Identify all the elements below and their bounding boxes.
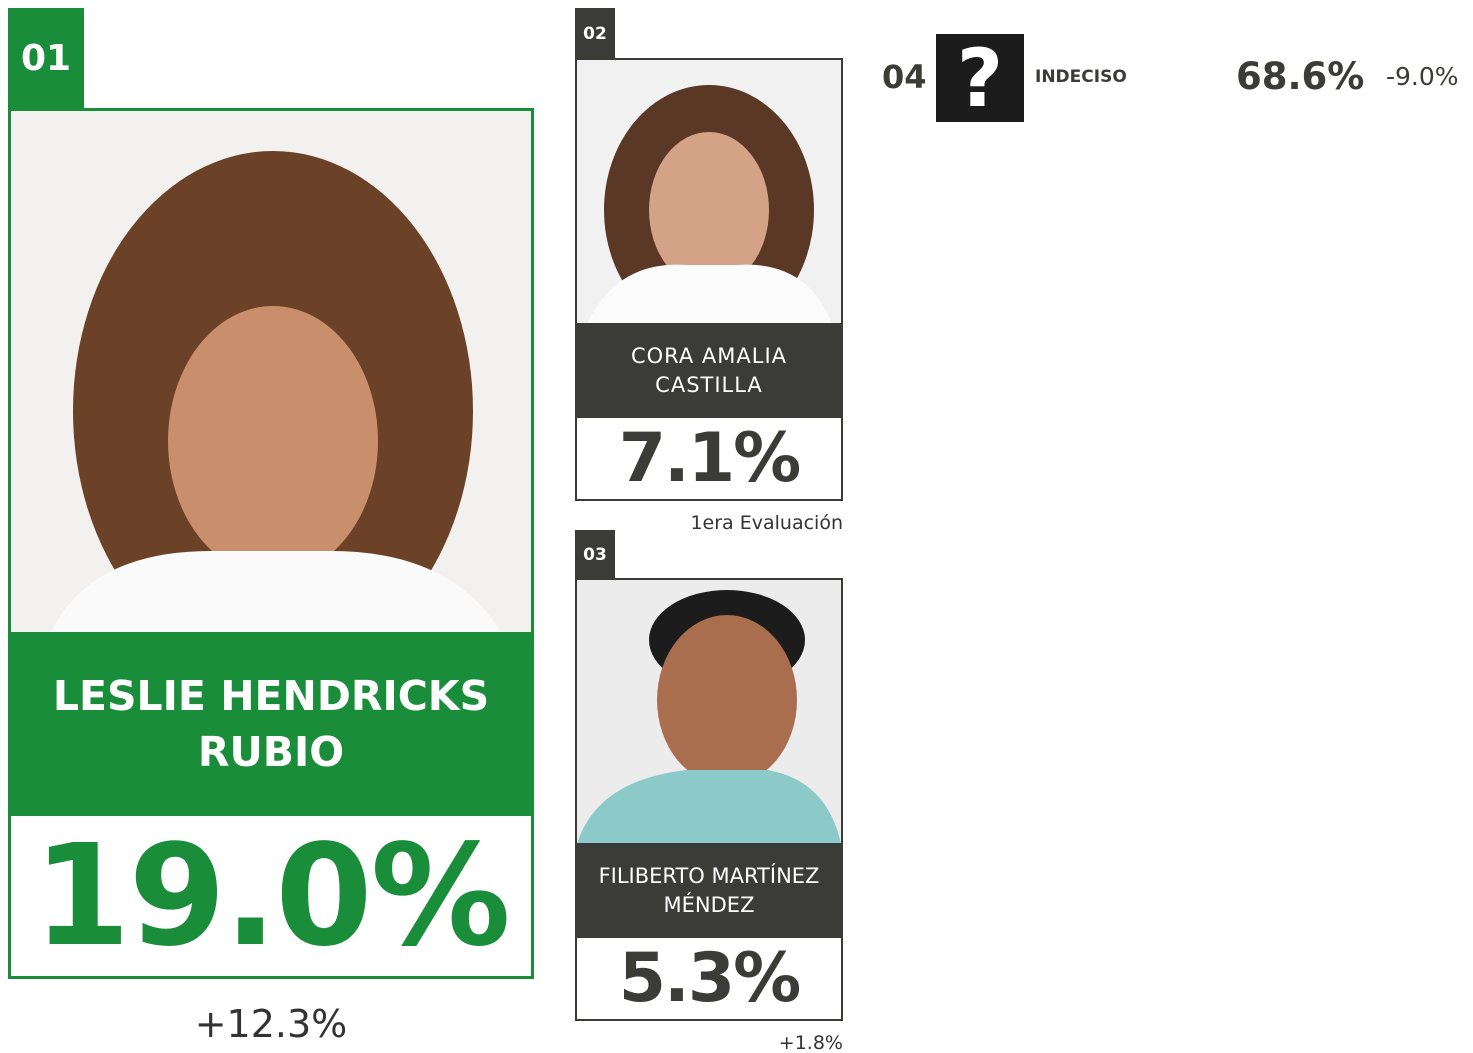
rank-tab: 02 — [575, 8, 615, 59]
rank: 01 — [20, 38, 72, 79]
name-line: LESLIE HENDRICKS — [52, 672, 490, 720]
icon-box: ? — [936, 31, 1024, 125]
name-band: LESLIE HENDRICKS RUBIO — [8, 632, 534, 816]
change: +1.8% — [778, 1032, 843, 1053]
name-line: CASTILLA — [655, 372, 763, 397]
photo — [11, 111, 531, 632]
share: 5.3% — [618, 939, 802, 1018]
name-band: FILIBERTO MARTÍNEZ MÉNDEZ — [575, 843, 843, 938]
rank-tab: 01 — [8, 8, 84, 109]
name-band: CORA AMALIA CASTILLA — [575, 323, 843, 418]
note: 1era Evaluación — [690, 512, 843, 534]
photo — [577, 580, 841, 844]
icon: ? — [956, 31, 1004, 125]
share: 19.0% — [33, 814, 511, 978]
rank: 02 — [583, 23, 607, 44]
name-line: MÉNDEZ — [663, 892, 755, 917]
card-frame — [575, 578, 843, 1021]
rank: 04 — [882, 58, 927, 96]
share: 7.1% — [618, 419, 802, 498]
card-frame — [575, 58, 843, 501]
name-line: CORA AMALIA — [630, 343, 788, 368]
rank: 03 — [583, 544, 607, 565]
share: 68.6% — [1236, 55, 1365, 98]
change: +12.3% — [194, 1002, 348, 1046]
name: INDECISO — [1035, 67, 1127, 87]
name-line: FILIBERTO MARTÍNEZ — [598, 863, 820, 888]
name-line: RUBIO — [197, 728, 345, 776]
change: -9.0% — [1386, 62, 1459, 91]
card-frame — [8, 108, 534, 979]
photo — [577, 60, 841, 324]
rank-tab: 03 — [575, 530, 615, 579]
